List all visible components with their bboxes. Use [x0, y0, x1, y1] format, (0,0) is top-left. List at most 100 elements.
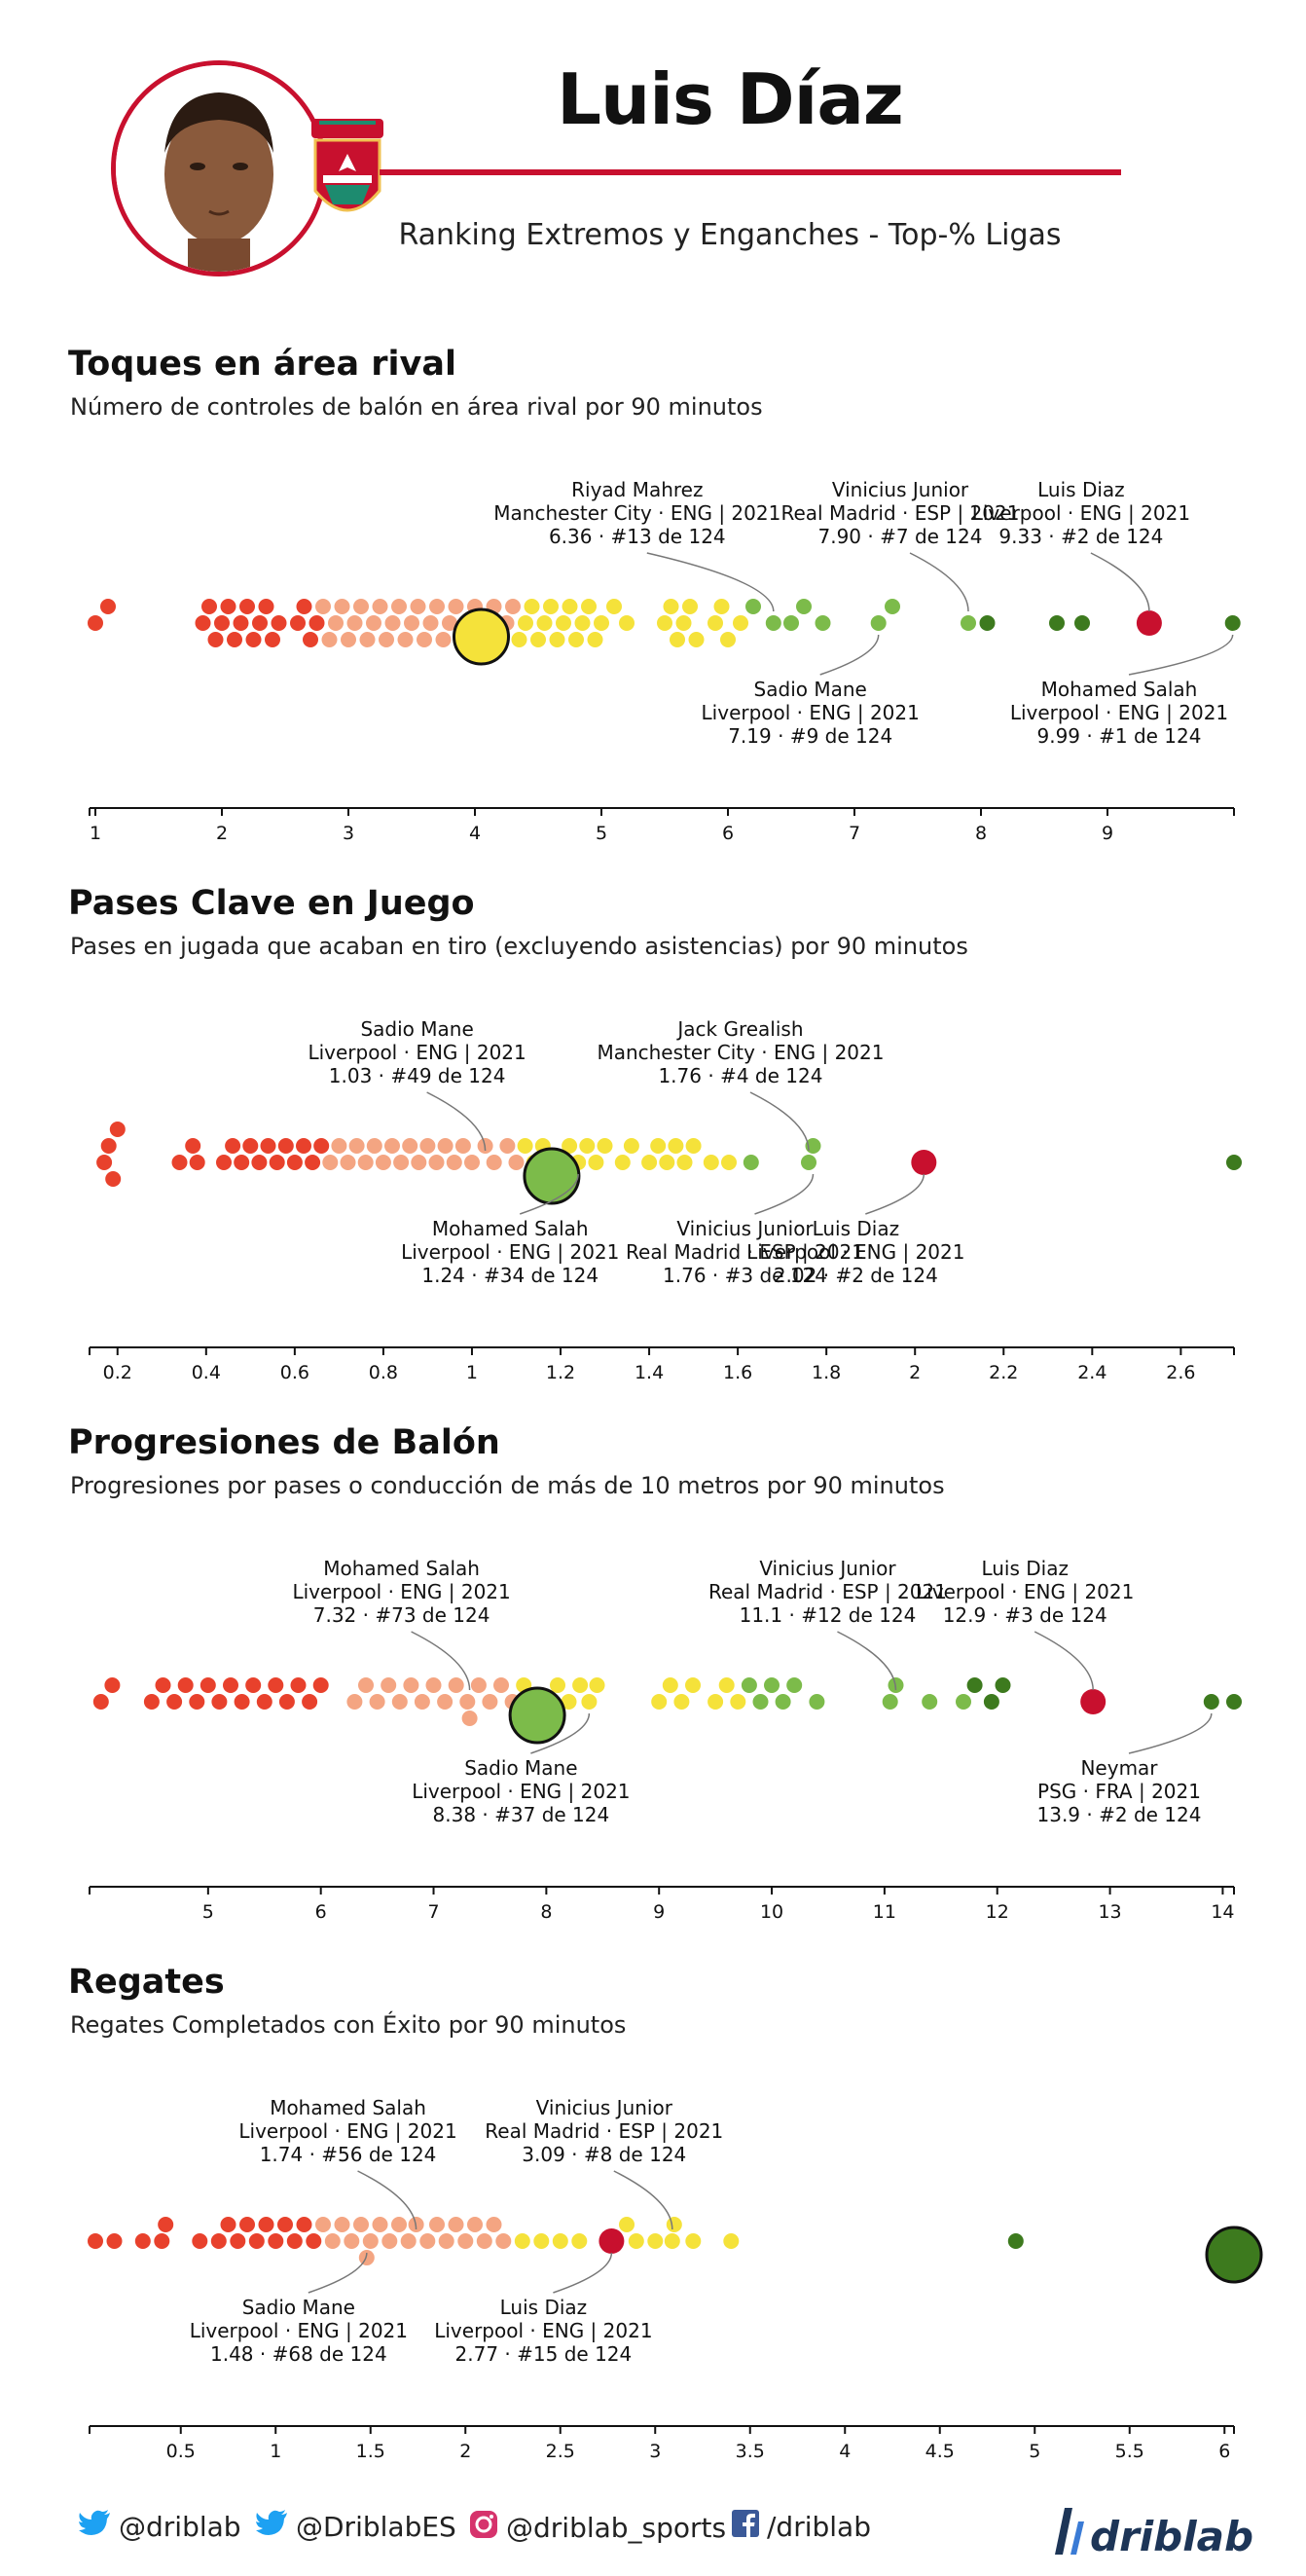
- data-point: [589, 1677, 605, 1693]
- data-point: [404, 615, 419, 631]
- data-point: [579, 1138, 596, 1154]
- data-point: [676, 1155, 693, 1170]
- x-tick-label: 14: [1211, 1901, 1234, 1923]
- data-point: [296, 599, 312, 614]
- data-point: [647, 2233, 664, 2249]
- data-point: [574, 615, 591, 631]
- data-point: [572, 1677, 589, 1693]
- data-point: [1226, 1694, 1242, 1710]
- chart-subtitle: Progresiones por pases o conducción de m…: [70, 1472, 945, 1499]
- data-point: [258, 2217, 274, 2232]
- data-point: [245, 1677, 262, 1693]
- driblab-wordmark: driblab: [1090, 2512, 1254, 2560]
- data-point: [703, 1155, 719, 1170]
- data-point: [306, 2233, 322, 2249]
- data-point: [403, 1677, 419, 1693]
- data-point: [543, 599, 559, 614]
- facebook-link[interactable]: /driblab: [732, 2510, 871, 2544]
- data-point: [348, 1138, 365, 1154]
- data-point: [437, 1138, 453, 1154]
- annotation-connector: [308, 2252, 368, 2294]
- data-point: [362, 2233, 379, 2249]
- data-point: [442, 615, 457, 631]
- x-tick-label: 4.5: [925, 2441, 955, 2462]
- annotation-text: 2.77 · #15 de 124: [455, 2342, 633, 2366]
- data-point: [155, 1677, 171, 1693]
- data-point: [518, 615, 533, 631]
- annotation-text: Sadio Mane: [360, 1017, 473, 1041]
- annotation-connector: [754, 1173, 815, 1215]
- data-point: [417, 632, 432, 647]
- annotation-text: Luis Diaz: [1037, 478, 1125, 501]
- annotation-connector: [749, 1091, 810, 1152]
- data-point: [248, 2233, 265, 2249]
- data-point: [230, 2233, 246, 2249]
- x-tick-label: 8: [975, 823, 987, 844]
- data-point: [177, 1677, 194, 1693]
- data-point: [685, 2233, 702, 2249]
- x-tick-label: 0.6: [280, 1362, 309, 1383]
- data-point: [258, 599, 274, 614]
- data-point: [597, 1138, 613, 1154]
- data-point: [508, 1155, 525, 1170]
- x-tick-label: 13: [1098, 1901, 1121, 1923]
- driblab-logo: driblab: [1051, 2504, 1253, 2568]
- data-point: [511, 632, 527, 647]
- data-point: [536, 615, 553, 631]
- chart-subtitle: Número de controles de balón en área riv…: [70, 393, 763, 421]
- data-point: [628, 2233, 644, 2249]
- data-point: [411, 1155, 427, 1170]
- data-point: [707, 615, 723, 631]
- data-point: [269, 1155, 285, 1170]
- x-tick-label: 1: [270, 2441, 281, 2462]
- data-point: [562, 1138, 578, 1154]
- data-point: [268, 2233, 284, 2249]
- data-point: [227, 632, 242, 647]
- data-point: [366, 615, 381, 631]
- data-point: [783, 615, 799, 631]
- annotation-text: Mohamed Salah: [270, 2096, 426, 2119]
- data-point: [470, 1677, 487, 1693]
- data-point: [92, 1694, 109, 1710]
- data-point: [666, 2217, 682, 2232]
- data-point: [668, 1138, 684, 1154]
- annotation-text: Vinicius Junior: [832, 478, 969, 501]
- data-point: [220, 2217, 236, 2232]
- twitter-link[interactable]: @driblab: [78, 2510, 241, 2544]
- data-point: [486, 1155, 502, 1170]
- highlight-player-point: [911, 1150, 937, 1175]
- data-point: [106, 2233, 123, 2249]
- annotation-text: 1.24 · #34 de 124: [421, 1264, 599, 1287]
- data-point: [334, 2217, 350, 2232]
- data-point: [166, 1694, 183, 1710]
- twitter-es-link[interactable]: @DriblabES: [255, 2510, 456, 2544]
- data-point: [588, 1155, 604, 1170]
- x-tick-label: 1.6: [723, 1362, 752, 1383]
- data-point: [185, 1138, 201, 1154]
- data-point: [192, 2233, 208, 2249]
- x-tick-label: 6: [315, 1901, 327, 1923]
- annotation-text: PSG · FRA | 2021: [1037, 1780, 1201, 1803]
- annotation-text: Liverpool · ENG | 2021: [238, 2119, 456, 2143]
- data-point: [765, 615, 781, 631]
- x-tick-label: 1: [466, 1362, 478, 1383]
- data-point: [410, 599, 426, 614]
- data-point: [384, 615, 401, 631]
- annotation-text: 7.90 · #7 de 124: [818, 525, 983, 548]
- liverpool-crest-icon: [306, 115, 389, 232]
- data-point: [581, 599, 597, 614]
- x-tick-label: 4: [469, 823, 481, 844]
- data-point: [290, 1677, 307, 1693]
- annotation-text: Luis Diaz: [981, 1557, 1069, 1580]
- data-point: [211, 1694, 228, 1710]
- data-point: [260, 1138, 276, 1154]
- annotation-text: Liverpool · ENG | 2021: [1010, 701, 1228, 724]
- data-point: [296, 2217, 312, 2232]
- data-point: [1226, 1155, 1242, 1170]
- instagram-link[interactable]: @driblab_sports: [469, 2510, 726, 2546]
